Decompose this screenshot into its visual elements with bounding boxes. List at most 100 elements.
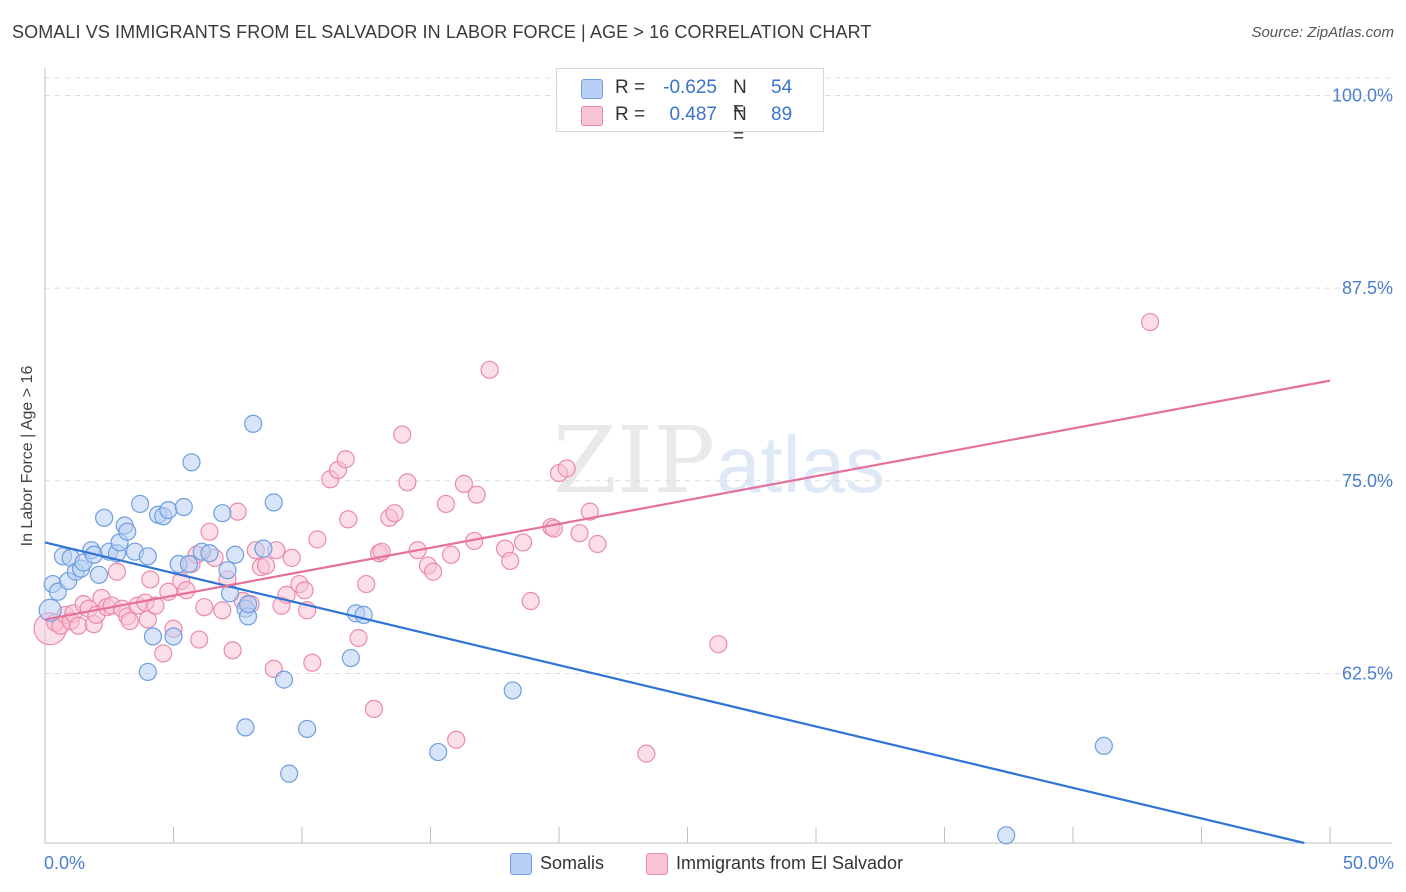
somalis-point	[159, 500, 178, 520]
somalis-point	[274, 670, 294, 689]
el-salvador-point	[213, 601, 232, 620]
el-salvador-point	[521, 591, 540, 611]
chart-title: SOMALI VS IMMIGRANTS FROM EL SALVADOR IN…	[12, 22, 872, 42]
el-salvador-point	[228, 502, 247, 521]
r-label: R =	[615, 77, 646, 98]
el-salvador-n-value: 89	[771, 104, 793, 125]
el-salvador-point	[709, 635, 728, 654]
somalis-n-value: 54	[771, 77, 793, 98]
somalis-point	[138, 662, 157, 682]
el-salvador-point	[570, 524, 589, 543]
r-label: R =	[615, 104, 646, 125]
el-salvador-point	[256, 556, 276, 575]
somalis-point	[95, 508, 114, 527]
somalis-point	[138, 547, 157, 566]
el-salvador-point	[282, 548, 301, 567]
n-label: N =	[733, 104, 747, 147]
y-tick-label: 75.0%	[1342, 471, 1393, 491]
n-label: N =	[733, 77, 747, 120]
somalis-point	[179, 554, 199, 574]
legend-swatch-somalis	[510, 853, 532, 875]
legend-label-somalis: Somalis	[540, 853, 605, 873]
el-salvador-point	[69, 616, 88, 635]
somalis-point	[429, 742, 448, 762]
el-salvador-point	[295, 581, 314, 600]
el-salvador-point	[190, 630, 209, 649]
somalis-point	[118, 522, 137, 541]
el-salvador-point	[1140, 312, 1160, 332]
el-salvador-point	[513, 533, 533, 552]
el-salvador-point	[308, 530, 327, 549]
somalis-point	[280, 764, 299, 783]
somalis-point	[38, 598, 62, 622]
y-tick-label: 87.5%	[1342, 278, 1393, 298]
el-salvador-point	[398, 473, 417, 492]
el-salvador-point	[454, 474, 474, 493]
somalis-point	[218, 561, 237, 580]
el-salvador-point	[441, 545, 461, 564]
legend-label-el-salvador: Immigrants from El Salvador	[676, 853, 904, 873]
el-salvador-point	[580, 502, 599, 521]
watermark-zip: ZIP	[553, 407, 715, 514]
el-salvador-point	[423, 562, 443, 581]
el-salvador-point	[195, 598, 214, 617]
el-salvador-point	[436, 494, 456, 514]
somalis-point	[244, 414, 263, 433]
somalis-r-value: -0.625	[663, 77, 717, 98]
somalis-point	[226, 545, 245, 564]
legend-swatch-el-salvador	[646, 853, 668, 875]
el-salvador-point	[557, 459, 576, 478]
el-salvador-point	[303, 653, 322, 672]
el-salvador-point	[336, 450, 355, 469]
somalis-point	[254, 539, 273, 558]
el-salvador-point	[501, 551, 520, 571]
watermark-atlas: atlas	[716, 420, 885, 509]
el-salvador-point	[447, 730, 466, 749]
el-salvador-point	[200, 522, 219, 541]
el-salvador-point	[544, 519, 563, 538]
el-salvador-point	[154, 644, 173, 663]
somalis-point	[997, 826, 1016, 845]
somalis-point	[130, 494, 150, 514]
somalis-point	[174, 497, 193, 517]
x-tick-label-min: 0.0%	[44, 853, 86, 873]
source-label: Source: ZipAtlas.com	[1251, 24, 1394, 41]
el-salvador-point	[107, 562, 127, 581]
somalis-point	[182, 453, 201, 472]
y-tick-label: 100.0%	[1332, 85, 1393, 105]
el-salvador-point	[223, 641, 242, 660]
somalis-point	[236, 718, 255, 737]
el-salvador-point	[588, 534, 607, 554]
el-salvador-point	[480, 360, 499, 379]
somalis-point	[89, 565, 109, 584]
el-salvador-point	[146, 596, 165, 615]
el-salvador-swatch	[581, 106, 603, 126]
somalis-point	[298, 719, 317, 739]
somalis-point	[200, 544, 219, 563]
somalis-point	[1094, 736, 1113, 756]
somalis-point	[238, 595, 258, 614]
el-salvador-point	[141, 570, 160, 589]
somalis-point	[143, 627, 163, 646]
y-tick-label: 62.5%	[1342, 663, 1393, 683]
somalis-trend-line	[44, 541, 1305, 845]
el-salvador-point	[138, 610, 157, 629]
el-salvador-point	[467, 485, 486, 504]
el-salvador-r-value: 0.487	[669, 104, 717, 125]
el-salvador-trend-line	[44, 379, 1331, 621]
somalis-swatch	[581, 79, 603, 99]
stats-box: R = -0.625 N = 54 R = 0.487 N = 89	[556, 68, 824, 147]
somalis-point	[164, 627, 183, 646]
somalis-point	[264, 493, 283, 512]
somalis-point	[341, 648, 360, 668]
el-salvador-point	[177, 581, 196, 600]
el-salvador-point	[393, 425, 412, 444]
somalis-point	[503, 681, 522, 700]
el-salvador-point	[357, 574, 376, 594]
somalis-point	[213, 504, 232, 523]
el-salvador-point	[364, 699, 384, 719]
el-salvador-point	[339, 510, 358, 529]
el-salvador-point	[637, 744, 656, 763]
el-salvador-point	[120, 611, 139, 631]
